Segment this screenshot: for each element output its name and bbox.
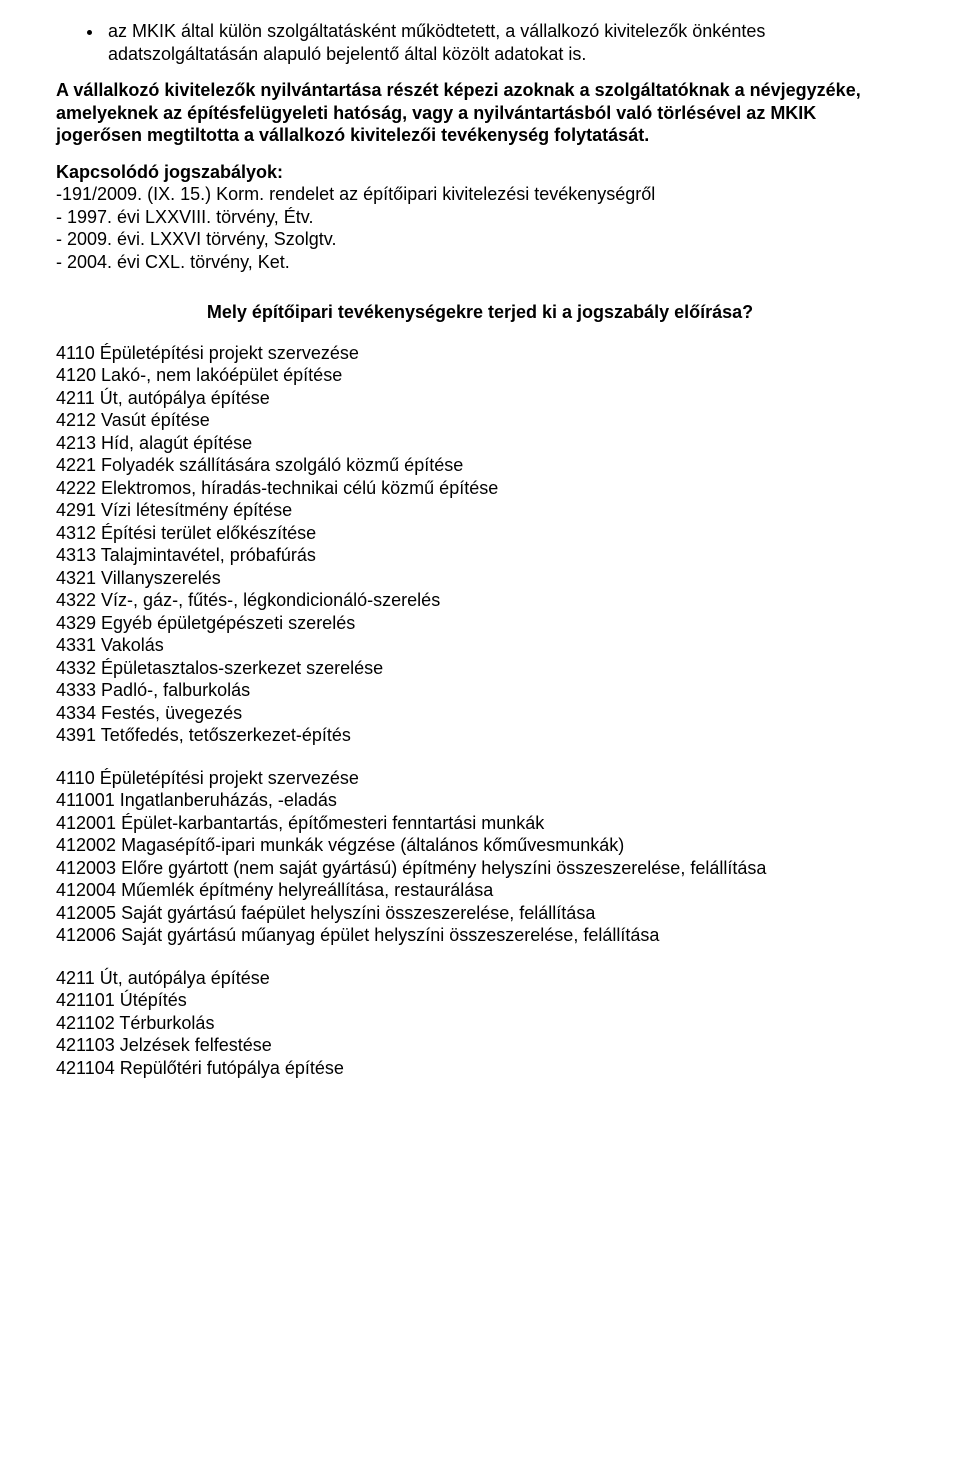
bullet-item: az MKIK által külön szolgáltatásként műk… — [104, 20, 904, 65]
list-item: 4321 Villanyszerelés — [56, 567, 904, 590]
list-item: 412002 Magasépítő-ipari munkák végzése (… — [56, 834, 904, 857]
related-item: - 2004. évi CXL. törvény, Ket. — [56, 251, 904, 274]
list-item: 4313 Talajmintavétel, próbafúrás — [56, 544, 904, 567]
group-title: 4211 Út, autópálya építése — [56, 967, 904, 990]
list-item: 4332 Épületasztalos-szerkezet szerelése — [56, 657, 904, 680]
list-item: 4110 Épületépítési projekt szervezése — [56, 342, 904, 365]
bullet-list: az MKIK által külön szolgáltatásként műk… — [56, 20, 904, 65]
list-item: 4391 Tetőfedés, tetőszerkezet-építés — [56, 724, 904, 747]
activity-list-a: 4110 Épületépítési projekt szervezése 41… — [56, 342, 904, 747]
list-item: 4221 Folyadék szállítására szolgáló közm… — [56, 454, 904, 477]
list-item: 4333 Padló-, falburkolás — [56, 679, 904, 702]
section-heading: Mely építőipari tevékenységekre terjed k… — [56, 301, 904, 324]
list-item: 412005 Saját gyártású faépület helyszíni… — [56, 902, 904, 925]
list-item: 421104 Repülőtéri futópálya építése — [56, 1057, 904, 1080]
list-item: 412004 Műemlék építmény helyreállítása, … — [56, 879, 904, 902]
list-item: 421101 Útépítés — [56, 989, 904, 1012]
list-item: 4211 Út, autópálya építése — [56, 387, 904, 410]
list-item: 421103 Jelzések felfestése — [56, 1034, 904, 1057]
list-item: 4329 Egyéb épületgépészeti szerelés — [56, 612, 904, 635]
related-item: -191/2009. (IX. 15.) Korm. rendelet az é… — [56, 183, 904, 206]
list-item: 4222 Elektromos, híradás-technikai célú … — [56, 477, 904, 500]
activity-group-c: 4211 Út, autópálya építése 421101 Útépít… — [56, 967, 904, 1080]
list-item: 412006 Saját gyártású műanyag épület hel… — [56, 924, 904, 947]
list-item: 4322 Víz-, gáz-, fűtés-, légkondicionáló… — [56, 589, 904, 612]
list-item: 412003 Előre gyártott (nem saját gyártás… — [56, 857, 904, 880]
group-title: 4110 Épületépítési projekt szervezése — [56, 767, 904, 790]
list-item: 4331 Vakolás — [56, 634, 904, 657]
related-item: - 1997. évi LXXVIII. törvény, Étv. — [56, 206, 904, 229]
list-item: 412001 Épület-karbantartás, építőmesteri… — [56, 812, 904, 835]
related-laws-block: Kapcsolódó jogszabályok: -191/2009. (IX.… — [56, 161, 904, 274]
related-item: - 2009. évi. LXXVI törvény, Szolgtv. — [56, 228, 904, 251]
list-item: 4120 Lakó-, nem lakóépület építése — [56, 364, 904, 387]
activity-group-b: 4110 Épületépítési projekt szervezése 41… — [56, 767, 904, 947]
list-item: 4213 Híd, alagút építése — [56, 432, 904, 455]
list-item: 411001 Ingatlanberuházás, -eladás — [56, 789, 904, 812]
list-item: 4312 Építési terület előkészítése — [56, 522, 904, 545]
list-item: 421102 Térburkolás — [56, 1012, 904, 1035]
related-heading: Kapcsolódó jogszabályok: — [56, 161, 904, 184]
list-item: 4212 Vasút építése — [56, 409, 904, 432]
list-item: 4291 Vízi létesítmény építése — [56, 499, 904, 522]
paragraph-bold: A vállalkozó kivitelezők nyilvántartása … — [56, 79, 904, 147]
list-item: 4334 Festés, üvegezés — [56, 702, 904, 725]
